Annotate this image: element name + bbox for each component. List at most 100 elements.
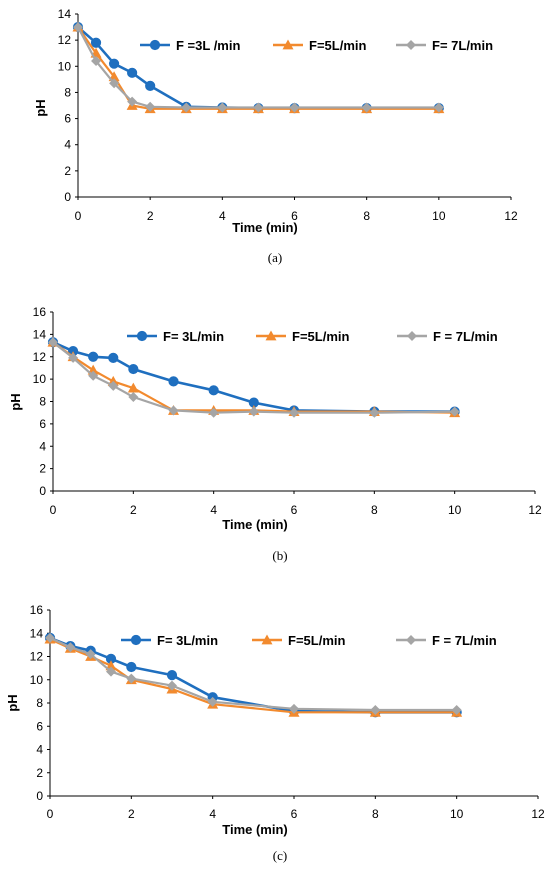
legend-label: F= 3L/min — [163, 329, 224, 344]
x-tick-label: 0 — [47, 807, 54, 821]
data-point — [128, 363, 139, 375]
legend-marker — [149, 39, 161, 51]
x-tick-label: 6 — [291, 807, 298, 821]
data-point — [361, 102, 372, 113]
chart-panel-c: 0 2 4 6 8 10 12 14 16 0 2 4 6 8 10 12 Time (min) pH F= 3L/… — [5, 603, 545, 863]
y-tick-label: 6 — [39, 417, 46, 431]
series-line — [49, 638, 457, 714]
y-tick-label: 14 — [30, 626, 44, 640]
legend-marker — [406, 635, 416, 645]
data-point — [90, 37, 102, 48]
data-point — [253, 102, 264, 113]
chart-panel-b: 0 2 4 6 8 10 12 14 16 0 2 4 6 8 10 12 Time (min) pH F= 3L/… — [8, 305, 542, 563]
y-tick-label: 0 — [39, 484, 46, 498]
panel-caption: (b) — [272, 548, 287, 563]
y-tick-label: 4 — [36, 743, 43, 757]
y-tick-label: 6 — [64, 112, 71, 126]
legend-label: F= 7L/min — [432, 38, 493, 53]
data-point — [126, 673, 137, 684]
x-tick-label: 8 — [371, 503, 378, 517]
y-tick-label: 10 — [30, 673, 44, 687]
data-point — [91, 56, 102, 67]
legend-label: F=5L/min — [288, 633, 345, 648]
legend-label: F=5L/min — [292, 329, 349, 344]
legend-entry-3: F= 7L/min — [396, 38, 493, 53]
legend-marker — [406, 40, 416, 50]
legend-entry-3: F = 7L/min — [396, 633, 497, 648]
data-point — [45, 632, 55, 643]
legend-entry-1: F= 3L/min — [127, 329, 224, 344]
data-point — [127, 382, 139, 393]
legend-marker — [130, 634, 142, 646]
legend-marker — [261, 634, 273, 645]
legend-marker — [282, 39, 294, 50]
legend-entry-2: F=5L/min — [273, 38, 366, 53]
chart-panel-a: 0 2 4 6 8 10 12 14 0 2 4 6 8 10 12 Time (min) pH F =3L /m… — [33, 7, 518, 265]
y-tick-label: 14 — [58, 7, 72, 21]
data-point — [85, 649, 96, 660]
panel-caption: (c) — [273, 848, 287, 863]
x-axis-title: Time (min) — [232, 220, 298, 235]
y-tick-label: 2 — [39, 462, 46, 476]
data-point — [106, 666, 116, 677]
series-3 — [73, 22, 444, 113]
data-point — [167, 680, 177, 691]
data-point — [48, 337, 58, 348]
y-tick-label: 8 — [39, 395, 46, 409]
data-point — [289, 102, 300, 113]
data-point — [433, 102, 444, 113]
series-line — [49, 636, 457, 712]
data-point — [168, 376, 179, 387]
legend-marker — [136, 330, 148, 342]
data-point — [289, 407, 299, 418]
data-point — [108, 58, 120, 69]
data-point — [208, 407, 219, 418]
x-tick-label: 10 — [450, 807, 464, 821]
y-tick-label: 0 — [36, 789, 43, 803]
y-tick-label: 4 — [64, 138, 71, 152]
data-point — [68, 352, 79, 363]
y-tick-label: 16 — [30, 603, 44, 617]
legend-marker — [265, 330, 277, 341]
x-tick-label: 2 — [130, 503, 137, 517]
data-point — [88, 351, 99, 362]
data-point — [65, 642, 76, 653]
series-line — [77, 26, 439, 110]
legend-label: F = 7L/min — [432, 633, 497, 648]
data-point — [145, 101, 156, 112]
data-point — [289, 703, 299, 714]
series-line — [77, 26, 439, 109]
data-point — [449, 406, 460, 417]
data-point — [108, 352, 119, 363]
x-tick-label: 8 — [363, 209, 370, 223]
x-tick-label: 6 — [291, 503, 298, 517]
x-tick-label: 12 — [504, 209, 518, 223]
y-tick-label: 6 — [36, 719, 43, 733]
data-point — [166, 670, 178, 681]
panel-caption: (a) — [268, 250, 282, 265]
data-point — [126, 661, 137, 673]
x-tick-label: 12 — [531, 807, 545, 821]
y-tick-label: 10 — [33, 372, 47, 386]
data-point — [207, 696, 218, 707]
x-tick-label: 10 — [448, 503, 462, 517]
legend-marker — [407, 331, 417, 341]
data-point — [217, 102, 228, 113]
x-tick-label: 8 — [372, 807, 379, 821]
y-tick-label: 12 — [30, 650, 44, 664]
x-tick-label: 0 — [50, 503, 57, 517]
x-tick-label: 10 — [432, 209, 446, 223]
data-point — [88, 370, 99, 381]
y-tick-label: 14 — [33, 327, 47, 341]
y-tick-label: 10 — [58, 59, 72, 73]
data-point — [127, 67, 138, 78]
x-tick-label: 2 — [147, 209, 154, 223]
data-point — [108, 380, 119, 391]
y-tick-label: 0 — [64, 190, 71, 204]
legend-entry-3: F = 7L/min — [397, 329, 498, 344]
x-tick-label: 0 — [75, 209, 82, 223]
x-tick-label: 4 — [209, 807, 216, 821]
x-tick-label: 12 — [528, 503, 542, 517]
data-point — [127, 96, 138, 107]
